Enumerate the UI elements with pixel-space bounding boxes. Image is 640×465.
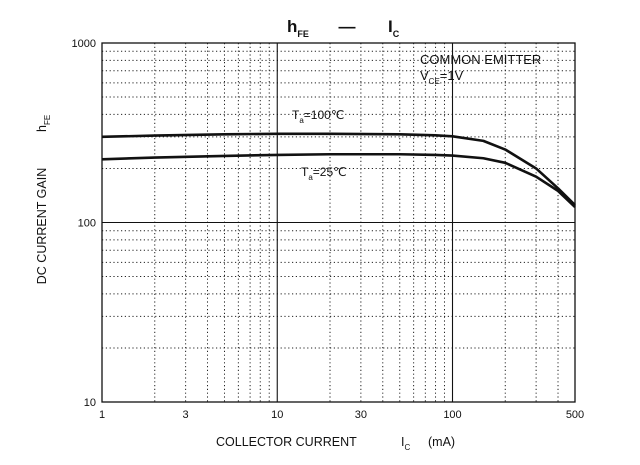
annotation-subscript: CE (429, 77, 440, 86)
series-label-value: =25℃ (313, 165, 347, 179)
title-dash: — (339, 17, 356, 36)
grid (102, 43, 575, 402)
x-tick-label: 10 (271, 409, 283, 421)
y-tick-label: 1000 (72, 38, 96, 50)
x-tick-label: 1 (99, 409, 105, 421)
title-vs-subscript: C (393, 29, 400, 39)
series-line-0 (101, 132, 576, 207)
series-lines (101, 132, 576, 208)
chart-title-vs: IC (388, 17, 400, 39)
annotation-line1: COMMON EMITTER (420, 52, 541, 67)
series-label-0: Ta=100℃ (292, 108, 344, 125)
y-tick-label: 10 (84, 397, 96, 409)
x-axis-label: COLLECTOR CURRENT (216, 435, 357, 449)
x-tick-label: 30 (355, 409, 367, 421)
axes: 1 3 10 30 100 500 10 100 1000 (72, 38, 585, 421)
chart-title: hFE (287, 17, 309, 39)
annotation-value: =1V (440, 68, 464, 83)
x-tick-label: 100 (443, 409, 461, 421)
series-label-symbol: T (301, 165, 309, 179)
series-label-value: =100℃ (304, 108, 345, 122)
y-axis-label-group: DC CURRENT GAIN hFE (35, 115, 52, 284)
x-tick-label: 500 (566, 409, 584, 421)
series-label-subscript: a (308, 173, 313, 182)
plot-border (101, 42, 576, 403)
y-axis-symbol-main: h (35, 125, 49, 132)
series-label-subscript: a (299, 116, 304, 125)
annotation-symbol: V (420, 68, 429, 83)
y-axis-symbol: hFE (35, 115, 52, 132)
x-axis-symbol-subscript: C (404, 443, 410, 452)
series-line-1 (101, 152, 576, 208)
title-main: h (287, 17, 297, 36)
y-axis-symbol-subscript: FE (43, 115, 52, 125)
title-main-subscript: FE (297, 29, 309, 39)
series-label-symbol: T (292, 108, 300, 122)
series-label-1: Ta=25℃ (301, 165, 347, 182)
y-axis-label: DC CURRENT GAIN (35, 168, 49, 284)
y-tick-label: 100 (78, 218, 96, 230)
x-tick-label: 3 (183, 409, 189, 421)
x-axis-symbol: IC (401, 435, 410, 452)
title-vs: I (388, 17, 393, 36)
x-axis-unit: (mA) (428, 435, 455, 449)
annotation-line2: VCE=1V (420, 68, 464, 86)
x-axis-symbol-main: I (401, 435, 404, 449)
